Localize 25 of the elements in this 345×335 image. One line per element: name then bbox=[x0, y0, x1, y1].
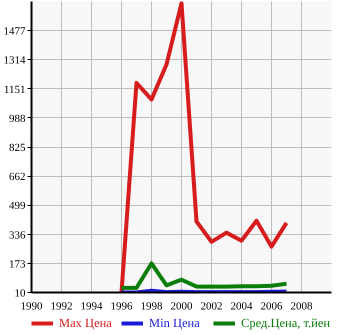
legend-label: Max Цена bbox=[59, 316, 112, 330]
y-tick-label: 1151 bbox=[4, 84, 26, 96]
line-series bbox=[120, 261, 288, 290]
x-tick-label: 1992 bbox=[50, 300, 72, 312]
x-tick-label: 2006 bbox=[260, 300, 283, 312]
y-tick-label: 988 bbox=[9, 112, 26, 125]
x-tick-label: 1996 bbox=[110, 300, 133, 312]
x-tick-label: 1998 bbox=[140, 300, 163, 312]
y-tick-label: 10 bbox=[14, 288, 26, 300]
x-tick-label: 2002 bbox=[200, 300, 222, 312]
x-tick-label: 2008 bbox=[290, 300, 313, 312]
x-tick-label: 2004 bbox=[230, 300, 253, 312]
y-tick-label: 1477 bbox=[4, 26, 26, 38]
y-tick-label: 1314 bbox=[4, 54, 26, 67]
y-tick-label: 662 bbox=[9, 171, 26, 184]
legend-label: Сред.Цена, т.йен bbox=[241, 316, 330, 330]
x-tick-label: 1990 bbox=[20, 300, 43, 312]
x-tick-label: 1994 bbox=[80, 300, 103, 312]
y-tick-label: 173 bbox=[9, 258, 26, 270]
y-tick-label: 336 bbox=[9, 229, 26, 242]
line-series bbox=[120, 2, 288, 292]
x-tick-label: 2000 bbox=[170, 300, 193, 312]
y-tick-label: 499 bbox=[9, 200, 26, 212]
legend-label: Min Цена bbox=[149, 316, 200, 330]
y-tick-label: 825 bbox=[9, 142, 26, 154]
